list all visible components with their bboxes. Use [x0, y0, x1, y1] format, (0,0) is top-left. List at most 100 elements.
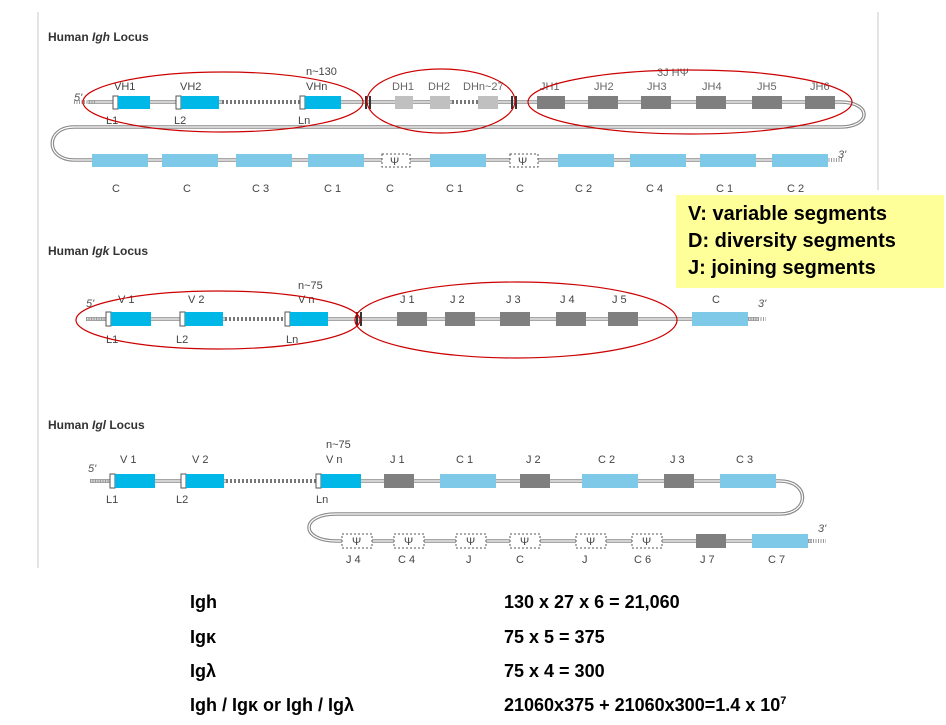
- igh-c-label-1: C: [112, 183, 120, 195]
- igh-j-segment-1: [537, 96, 565, 109]
- legend-j: J: joining segments: [688, 255, 944, 282]
- calc-value-base: 21060x375 + 21060x300=1.4 x 10: [504, 695, 780, 715]
- igk-title: Human Igk Locus: [48, 244, 148, 258]
- igh-d-segment-1: [395, 96, 413, 109]
- igl-bottom-label-1: J 4: [346, 554, 361, 566]
- psi-icon: Ψ: [352, 536, 361, 548]
- igl-bottom-label-7: J 7: [700, 554, 715, 566]
- igl-bottom-label-8: C 7: [768, 554, 785, 566]
- igh-d-segment-2: [430, 96, 450, 109]
- igh-title: Human Igh Locus: [48, 30, 149, 44]
- igl-bottom-label-4: C: [516, 554, 524, 566]
- igk-j-segment-5: [608, 312, 638, 326]
- igl-bottom-label-6: C 6: [634, 554, 651, 566]
- igh-v-segment-n: [305, 96, 341, 109]
- igk-j-label-2: J 2: [450, 294, 465, 306]
- igh-leader-2: [176, 96, 181, 109]
- igh-c-segment-9: [772, 154, 828, 167]
- igl-dna-line-outer: [90, 481, 812, 541]
- igl-j-segment-3: [664, 474, 694, 488]
- calc-label: Igh / Igκ or Igh / Igλ: [190, 695, 354, 716]
- igl-l-label-n: Ln: [316, 494, 328, 506]
- igk-locus: Human Igk Locus 5' V 1 V 2 V n n~75 L1 L…: [48, 244, 767, 358]
- igl-j-segment-7: [696, 534, 726, 548]
- igk-leader-2: [180, 312, 185, 326]
- segment-legend: V: variable segments D: diversity segmen…: [676, 195, 944, 288]
- igh-c-label-5: C: [386, 183, 394, 195]
- igl-j-segment-1: [384, 474, 414, 488]
- calc-label: Igλ: [190, 661, 216, 682]
- igk-c-segment: [692, 312, 748, 326]
- igh-j-segment-5: [752, 96, 782, 109]
- igk-v-label-1: V 1: [118, 294, 135, 306]
- calc-value-exponent: 7: [780, 695, 786, 707]
- igk-j-segment-2: [445, 312, 475, 326]
- igl-v-label-n: V n: [326, 454, 343, 466]
- igk-v-count: n~75: [298, 280, 323, 292]
- igk-3prime-label: 3': [758, 298, 767, 310]
- igl-top-label-2: C 1: [456, 454, 473, 466]
- locus-diagram: Human Igh Locus 5' VH1 VH2 VHn n~130 L1 …: [0, 0, 946, 580]
- calc-row-combined: Igh / Igκ or Igh / Igλ 21060x375 + 21060…: [190, 695, 890, 725]
- igl-v-label-2: V 2: [192, 454, 209, 466]
- igh-d-label-2: DH2: [428, 81, 450, 93]
- igh-3prime-label: 3': [838, 149, 847, 161]
- igk-j-label-3: J 3: [506, 294, 521, 306]
- igh-j-label-3: JH3: [647, 81, 667, 93]
- igl-3prime-label: 3': [818, 523, 827, 535]
- igl-top-label-5: J 3: [670, 454, 685, 466]
- igl-leader-2: [181, 474, 186, 488]
- igl-l-label-2: L2: [176, 494, 188, 506]
- calc-row-igh: Igh 130 x 27 x 6 = 21,060: [190, 592, 890, 622]
- igh-j-label-1: JH1: [540, 81, 560, 93]
- igl-title: Human Igl Locus: [48, 418, 145, 432]
- igh-j-label-4: JH4: [702, 81, 722, 93]
- igk-l-label-2: L2: [176, 334, 188, 346]
- igk-j-segment-4: [556, 312, 586, 326]
- igh-c-segment-6: [558, 154, 614, 167]
- psi-icon: Ψ: [520, 536, 529, 548]
- igl-top-label-6: C 3: [736, 454, 753, 466]
- igh-c-segment-7: [630, 154, 686, 167]
- igl-top-label-3: J 2: [526, 454, 541, 466]
- igk-j-segment-3: [500, 312, 530, 326]
- calc-value: 130 x 27 x 6 = 21,060: [504, 592, 680, 613]
- calc-row-igk: Igκ 75 x 5 = 375: [190, 627, 890, 657]
- igh-d-label-1: DH1: [392, 81, 414, 93]
- igl-v-segment-1: [115, 474, 155, 488]
- igl-5prime-label: 5': [88, 463, 97, 475]
- psi-icon: Ψ: [586, 536, 595, 548]
- igh-v-label-n: VHn: [306, 81, 327, 93]
- igh-c-label-8: C 2: [575, 183, 592, 195]
- calc-value-combined: 21060x375 + 21060x300=1.4 x 107: [504, 695, 786, 716]
- igh-c-label-3: C 3: [252, 183, 269, 195]
- igh-c-label-7: C: [516, 183, 524, 195]
- igk-j-label-1: J 1: [400, 294, 415, 306]
- igl-l-label-1: L1: [106, 494, 118, 506]
- igh-c-label-9: C 4: [646, 183, 663, 195]
- igl-c-segment-7: [752, 534, 808, 548]
- psi-icon: Ψ: [390, 156, 399, 168]
- igk-v-segment-2: [185, 312, 223, 326]
- igh-leader-1: [113, 96, 118, 109]
- igl-v-count: n~75: [326, 439, 351, 451]
- igh-j-pseudo-label: 3J HΨ: [657, 67, 689, 79]
- igh-c-segment-3: [236, 154, 292, 167]
- igl-v-label-1: V 1: [120, 454, 137, 466]
- igh-leader-n: [300, 96, 305, 109]
- psi-icon: Ψ: [466, 536, 475, 548]
- igh-l-label-2: L2: [174, 115, 186, 127]
- igh-v-label-2: VH2: [180, 81, 201, 93]
- igk-v-label-2: V 2: [188, 294, 205, 306]
- igk-j-label-4: J 4: [560, 294, 575, 306]
- igh-j-segment-3: [641, 96, 671, 109]
- igl-c-segment-2: [582, 474, 638, 488]
- igh-c-segment-8: [700, 154, 756, 167]
- igl-top-label-1: J 1: [390, 454, 405, 466]
- igk-c-label: C: [712, 294, 720, 306]
- igh-v-count: n~130: [306, 66, 337, 78]
- calc-row-igl: Igλ 75 x 4 = 300: [190, 661, 890, 691]
- igh-j-label-5: JH5: [757, 81, 777, 93]
- igh-c-segment-1: [92, 154, 148, 167]
- igl-leader-n: [316, 474, 321, 488]
